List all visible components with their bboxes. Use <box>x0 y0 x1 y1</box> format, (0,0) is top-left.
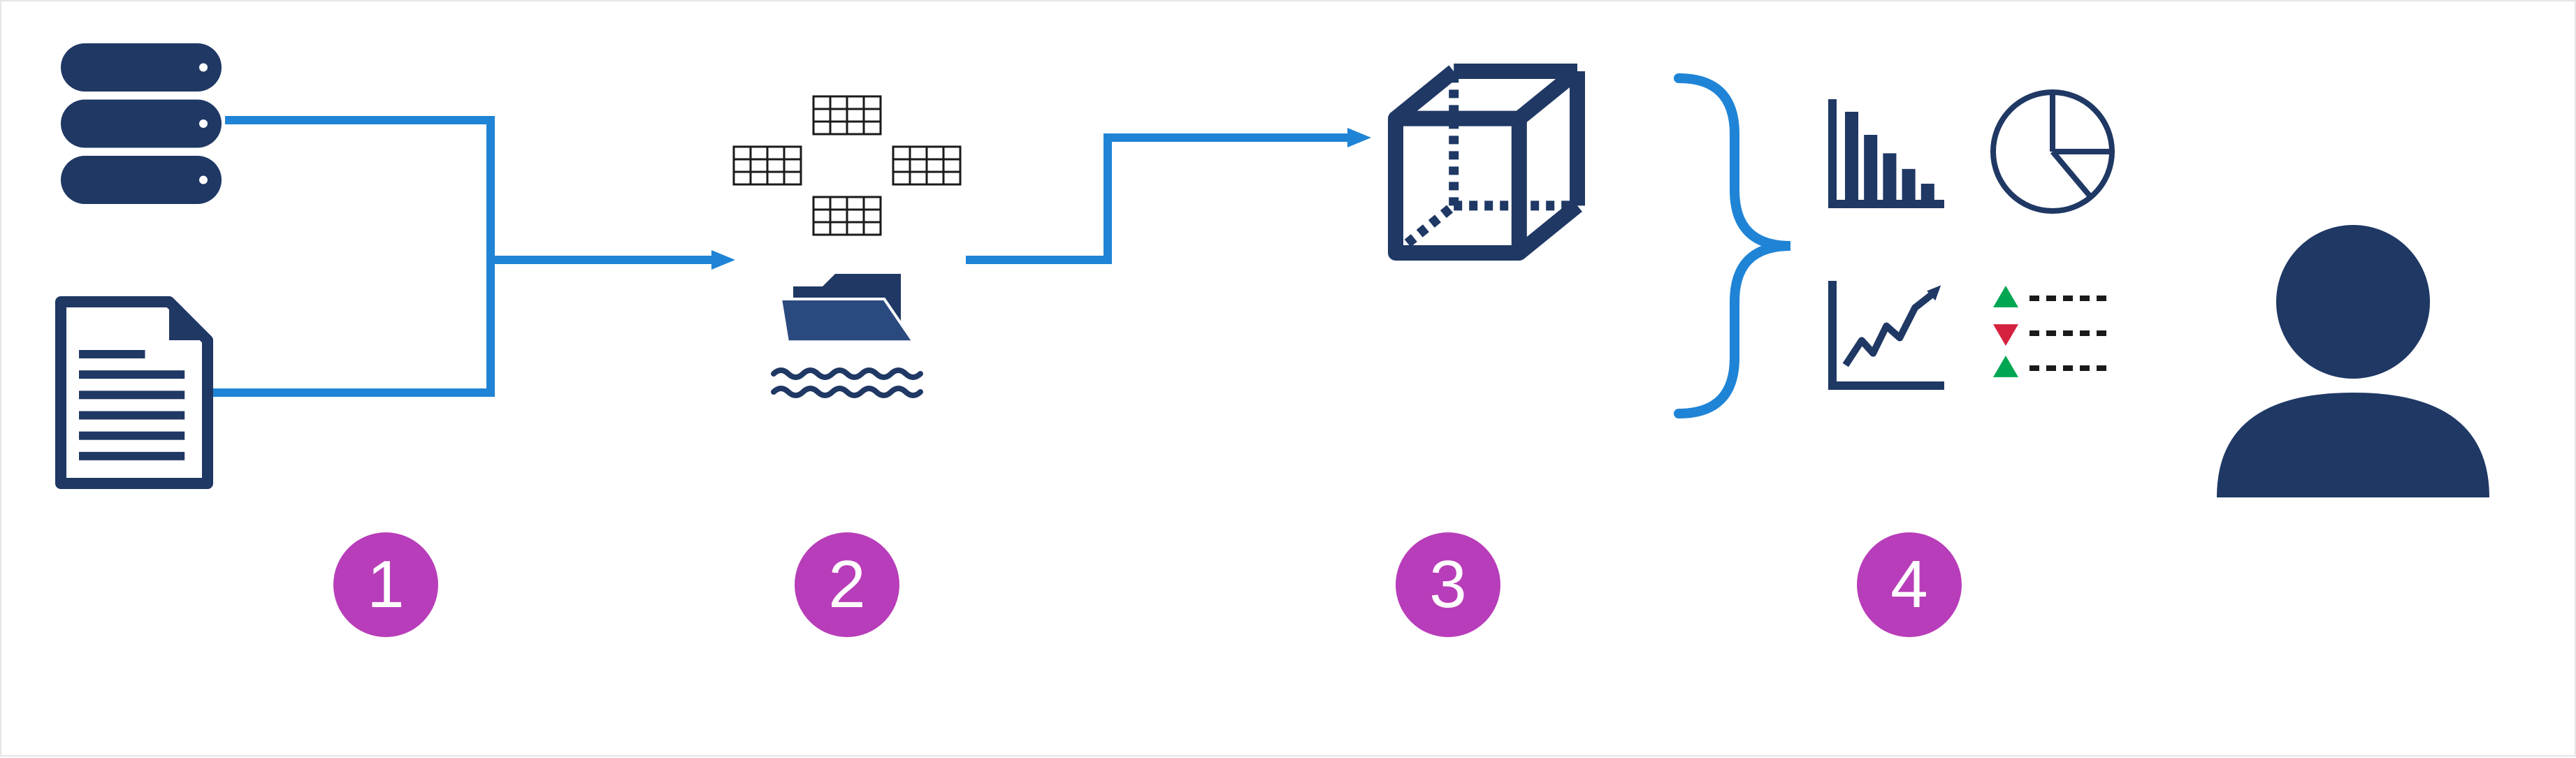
step-badge-label: 2 <box>828 546 865 623</box>
step-badge: 2 <box>795 532 899 637</box>
triangle-down-icon <box>1993 324 2018 346</box>
pie-chart-icon <box>1993 92 2112 211</box>
step-badge: 4 <box>1857 532 1962 637</box>
arrow-merge <box>211 120 713 393</box>
triangle-up-icon <box>1993 356 2018 377</box>
arrow-2 <box>966 138 1349 260</box>
step-badge-label: 4 <box>1890 546 1927 623</box>
data-lake-icon <box>774 274 920 395</box>
user-icon <box>2217 225 2489 497</box>
line-chart-icon <box>1832 281 1944 386</box>
step-badge: 3 <box>1396 532 1500 637</box>
step-badge-label: 3 <box>1429 546 1466 623</box>
arrow-head-icon <box>1347 128 1371 147</box>
brace-icon <box>1679 78 1790 414</box>
arrow-head-icon <box>711 250 735 270</box>
step-badge-label: 1 <box>367 546 404 623</box>
step-badge: 1 <box>333 532 438 637</box>
triangle-up-icon <box>1993 286 2018 307</box>
database-icon <box>61 43 222 204</box>
bar-chart-icon <box>1832 99 1944 204</box>
tables-cluster-icon <box>734 96 960 235</box>
diagram-svg <box>1 1 2576 758</box>
cube-icon <box>1396 71 1577 253</box>
document-icon <box>61 302 208 483</box>
diagram-canvas: 1 2 3 4 <box>0 0 2576 757</box>
indicators-icon <box>1993 286 2112 377</box>
